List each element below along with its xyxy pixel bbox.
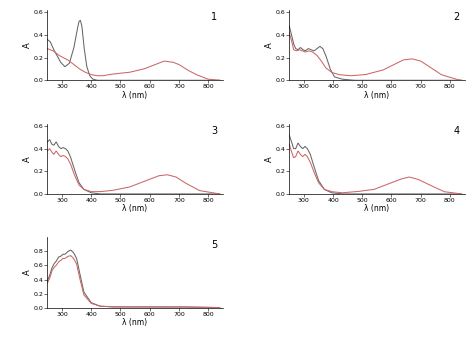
Text: 5: 5 — [211, 240, 218, 249]
X-axis label: λ (nm): λ (nm) — [122, 91, 147, 100]
X-axis label: λ (nm): λ (nm) — [122, 318, 147, 327]
X-axis label: λ (nm): λ (nm) — [365, 204, 390, 214]
X-axis label: λ (nm): λ (nm) — [365, 91, 390, 100]
Text: 1: 1 — [211, 12, 218, 22]
Text: 2: 2 — [453, 12, 459, 22]
X-axis label: λ (nm): λ (nm) — [122, 204, 147, 214]
Y-axis label: A: A — [23, 156, 32, 162]
Y-axis label: A: A — [265, 156, 274, 162]
Y-axis label: A: A — [265, 42, 274, 48]
Y-axis label: A: A — [23, 270, 32, 275]
Text: 3: 3 — [211, 126, 218, 136]
Text: 4: 4 — [453, 126, 459, 136]
Y-axis label: A: A — [23, 42, 32, 48]
